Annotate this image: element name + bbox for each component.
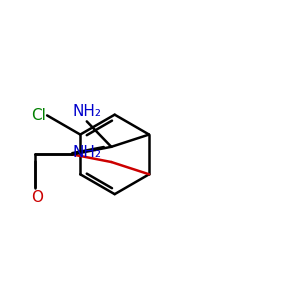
Text: NH₂: NH₂ [72, 145, 101, 160]
Text: O: O [31, 190, 43, 205]
Text: Cl: Cl [31, 108, 46, 123]
Text: NH₂: NH₂ [72, 104, 101, 119]
